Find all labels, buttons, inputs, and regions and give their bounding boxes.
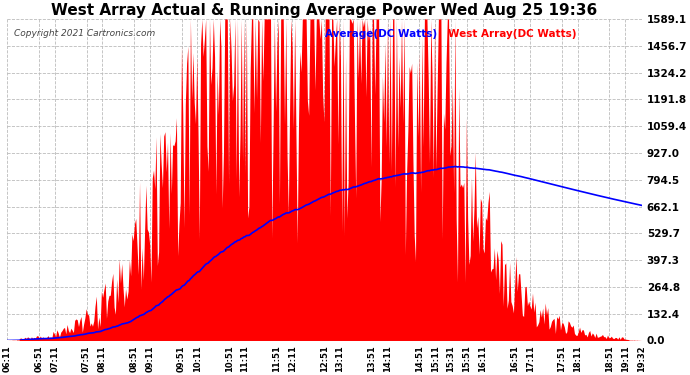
Text: Copyright 2021 Cartronics.com: Copyright 2021 Cartronics.com	[14, 28, 155, 38]
Title: West Array Actual & Running Average Power Wed Aug 25 19:36: West Array Actual & Running Average Powe…	[52, 3, 598, 18]
Text: West Array(DC Watts): West Array(DC Watts)	[448, 28, 577, 39]
Text: Average(DC Watts): Average(DC Watts)	[324, 28, 437, 39]
